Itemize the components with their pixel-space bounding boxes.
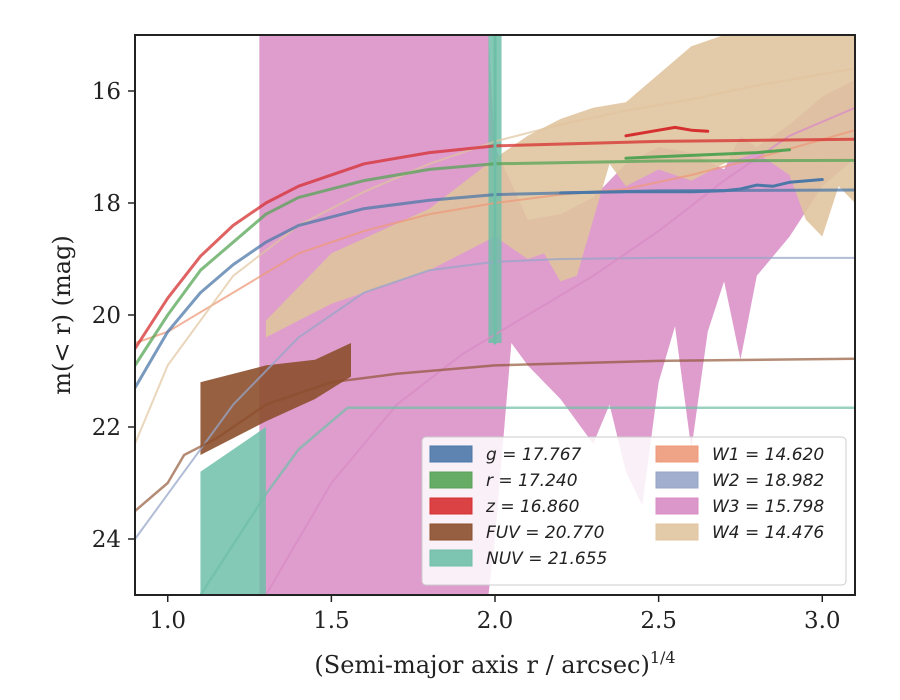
band-w4 [265, 35, 855, 338]
legend-label: W2 = 18.982 [712, 471, 824, 491]
x-tick-label: 2.0 [477, 608, 514, 634]
x-tick-label: 3.0 [804, 608, 841, 634]
x-axis-label-text: (Semi-major axis r / arcsec) [314, 651, 649, 679]
x-axis-label: (Semi-major axis r / arcsec)1/4 [314, 648, 675, 679]
y-tick-label: 18 [92, 191, 121, 217]
legend-box [421, 436, 847, 586]
x-tick-label: 2.5 [640, 608, 677, 634]
band-w3 [259, 35, 855, 595]
series-line-7 [559, 178, 824, 195]
y-tick-label: 16 [92, 79, 121, 105]
y-axis-ticks: 16 18 20 22 24 [92, 79, 135, 553]
legend-swatch [655, 471, 699, 489]
legend-swatch [655, 523, 699, 541]
legend-label: NUV = 21.655 [486, 549, 607, 569]
series-line-5 [199, 406, 855, 595]
legend-label: g = 17.767 [486, 445, 582, 465]
legend-label: W4 = 14.476 [712, 523, 824, 543]
legend-label: W3 = 15.798 [712, 497, 824, 517]
y-tick-label: 22 [92, 415, 121, 441]
series-line-0 [135, 129, 855, 344]
series-line-9 [624, 148, 791, 160]
legend: g = 17.767 r = 17.240 z = 16.860 FUV = 20.7… [421, 436, 847, 586]
series-lines [135, 35, 855, 595]
series-line-3 [264, 106, 855, 595]
legend-swatch [429, 549, 473, 567]
x-axis-ticks: 1.0 1.5 2.0 2.5 3.0 [149, 595, 841, 634]
legend-swatch [429, 497, 473, 515]
band-nuv [200, 427, 266, 595]
legend-label: W1 = 14.620 [712, 445, 824, 465]
x-axis-label-superscript: 1/4 [650, 648, 676, 667]
series-line-1 [135, 256, 855, 540]
series-line-6 [135, 188, 855, 390]
legend-swatch [429, 445, 473, 463]
y-axis-label: m(< r) (mag) [48, 235, 76, 394]
series-line-2 [135, 67, 855, 445]
series-line-11 [624, 125, 710, 138]
y-tick-label: 24 [92, 527, 121, 553]
legend-swatch [655, 497, 699, 515]
y-tick-label: 20 [92, 303, 121, 329]
legend-swatch [429, 523, 473, 541]
series-line-8 [135, 158, 855, 367]
band-fuv [200, 343, 351, 455]
legend-label: r = 17.240 [486, 471, 578, 491]
legend-label: FUV = 20.770 [486, 523, 604, 543]
error-bands [200, 35, 855, 595]
series-line-10 [135, 137, 855, 351]
legend-swatch [655, 445, 699, 463]
legend-label: z = 16.860 [485, 497, 579, 517]
x-tick-label: 1.5 [313, 608, 350, 634]
x-tick-label: 1.0 [149, 608, 186, 634]
legend-swatch [429, 471, 473, 489]
series-line-4 [135, 357, 855, 513]
